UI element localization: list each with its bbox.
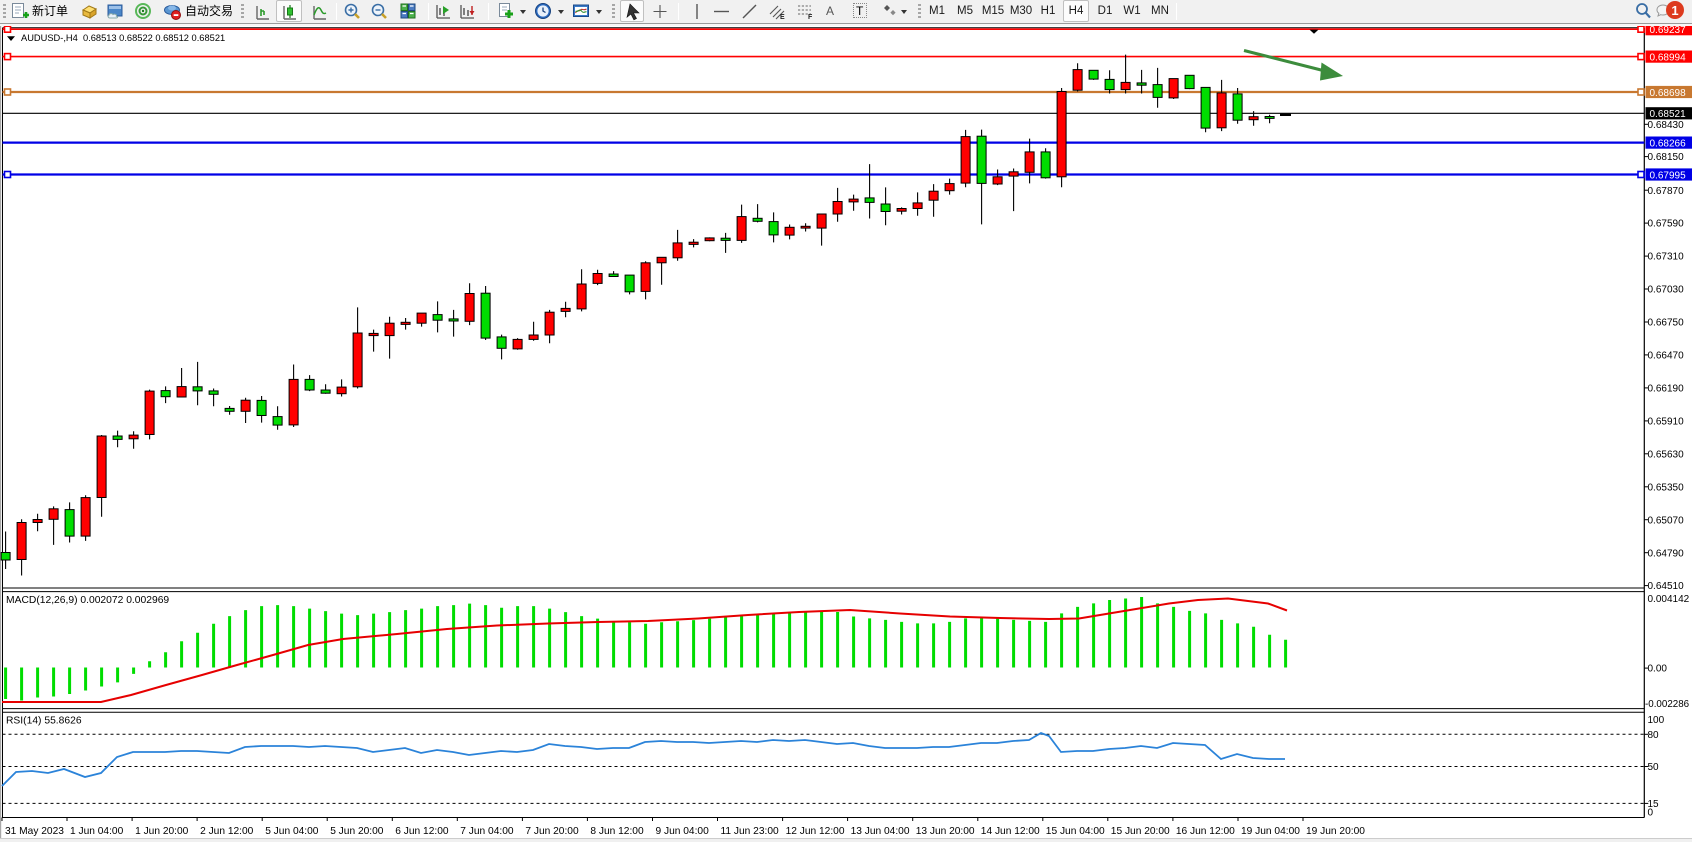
svg-text:0.66750: 0.66750 bbox=[1648, 318, 1685, 329]
svg-text:11 Jun 23:00: 11 Jun 23:00 bbox=[721, 826, 779, 837]
svg-text:1 Jun 04:00: 1 Jun 04:00 bbox=[70, 826, 124, 837]
svg-text:0.65630: 0.65630 bbox=[1648, 449, 1685, 460]
svg-text:8 Jun 12:00: 8 Jun 12:00 bbox=[590, 826, 644, 837]
svg-text:0.65070: 0.65070 bbox=[1648, 515, 1685, 526]
svg-text:16 Jun 12:00: 16 Jun 12:00 bbox=[1176, 826, 1235, 837]
svg-text:0.65910: 0.65910 bbox=[1648, 417, 1685, 428]
svg-text:AUDUSD-,H4 0.68513 0.68522 0.: AUDUSD-,H4 0.68513 0.68522 0.68512 0.685… bbox=[21, 33, 225, 43]
svg-text:0.68994: 0.68994 bbox=[1650, 52, 1687, 63]
svg-text:12 Jun 12:00: 12 Jun 12:00 bbox=[786, 826, 845, 837]
svg-text:0: 0 bbox=[1648, 808, 1654, 819]
svg-text:7 Jun 20:00: 7 Jun 20:00 bbox=[525, 826, 579, 837]
svg-text:2 Jun 12:00: 2 Jun 12:00 bbox=[200, 826, 254, 837]
svg-text:5 Jun 20:00: 5 Jun 20:00 bbox=[330, 826, 384, 837]
svg-text:15 Jun 04:00: 15 Jun 04:00 bbox=[1046, 826, 1105, 837]
svg-text:0.00: 0.00 bbox=[1648, 664, 1668, 675]
svg-text:31 May 2023: 31 May 2023 bbox=[5, 826, 64, 837]
svg-text:0.68698: 0.68698 bbox=[1650, 88, 1687, 99]
svg-text:13 Jun 04:00: 13 Jun 04:00 bbox=[851, 826, 910, 837]
svg-text:1 Jun 20:00: 1 Jun 20:00 bbox=[135, 826, 189, 837]
svg-text:-0.002286: -0.002286 bbox=[1645, 699, 1690, 710]
svg-text:15: 15 bbox=[1648, 799, 1660, 810]
svg-text:0.66470: 0.66470 bbox=[1648, 351, 1685, 362]
svg-text:100: 100 bbox=[1648, 715, 1665, 726]
svg-text:0.004142: 0.004142 bbox=[1648, 594, 1690, 605]
svg-text:19 Jun 04:00: 19 Jun 04:00 bbox=[1241, 826, 1300, 837]
svg-text:F: F bbox=[808, 14, 813, 21]
svg-text:0.68521: 0.68521 bbox=[1650, 109, 1687, 120]
svg-text:0.68150: 0.68150 bbox=[1648, 152, 1685, 163]
svg-text:13 Jun 20:00: 13 Jun 20:00 bbox=[916, 826, 975, 837]
svg-text:19 Jun 20:00: 19 Jun 20:00 bbox=[1306, 826, 1365, 837]
svg-text:50: 50 bbox=[1648, 762, 1660, 773]
svg-text:0.67030: 0.67030 bbox=[1648, 285, 1685, 296]
svg-text:5 Jun 04:00: 5 Jun 04:00 bbox=[265, 826, 319, 837]
svg-text:0.67870: 0.67870 bbox=[1648, 186, 1685, 197]
svg-text:MACD(12,26,9) 0.002072 0.00296: MACD(12,26,9) 0.002072 0.002969 bbox=[6, 595, 169, 606]
svg-text:0.67590: 0.67590 bbox=[1648, 219, 1685, 230]
svg-text:15 Jun 20:00: 15 Jun 20:00 bbox=[1111, 826, 1170, 837]
svg-text:14 Jun 12:00: 14 Jun 12:00 bbox=[981, 826, 1040, 837]
svg-text:0.64790: 0.64790 bbox=[1648, 548, 1685, 559]
svg-text:80: 80 bbox=[1648, 730, 1660, 741]
svg-text:7 Jun 04:00: 7 Jun 04:00 bbox=[460, 826, 514, 837]
svg-text:0.66190: 0.66190 bbox=[1648, 384, 1685, 395]
svg-text:0.68430: 0.68430 bbox=[1648, 120, 1685, 131]
svg-text:0.64510: 0.64510 bbox=[1648, 581, 1685, 592]
svg-text:0.67995: 0.67995 bbox=[1650, 170, 1687, 181]
svg-text:0.69237: 0.69237 bbox=[1650, 26, 1687, 36]
svg-text:E: E bbox=[780, 14, 785, 21]
svg-text:0.67310: 0.67310 bbox=[1648, 252, 1685, 263]
svg-text:0.68266: 0.68266 bbox=[1650, 138, 1687, 149]
svg-text:0.65350: 0.65350 bbox=[1648, 482, 1685, 493]
svg-text:6 Jun 12:00: 6 Jun 12:00 bbox=[395, 826, 449, 837]
svg-text:RSI(14) 55.8626: RSI(14) 55.8626 bbox=[6, 716, 82, 727]
svg-text:9 Jun 04:00: 9 Jun 04:00 bbox=[656, 826, 710, 837]
